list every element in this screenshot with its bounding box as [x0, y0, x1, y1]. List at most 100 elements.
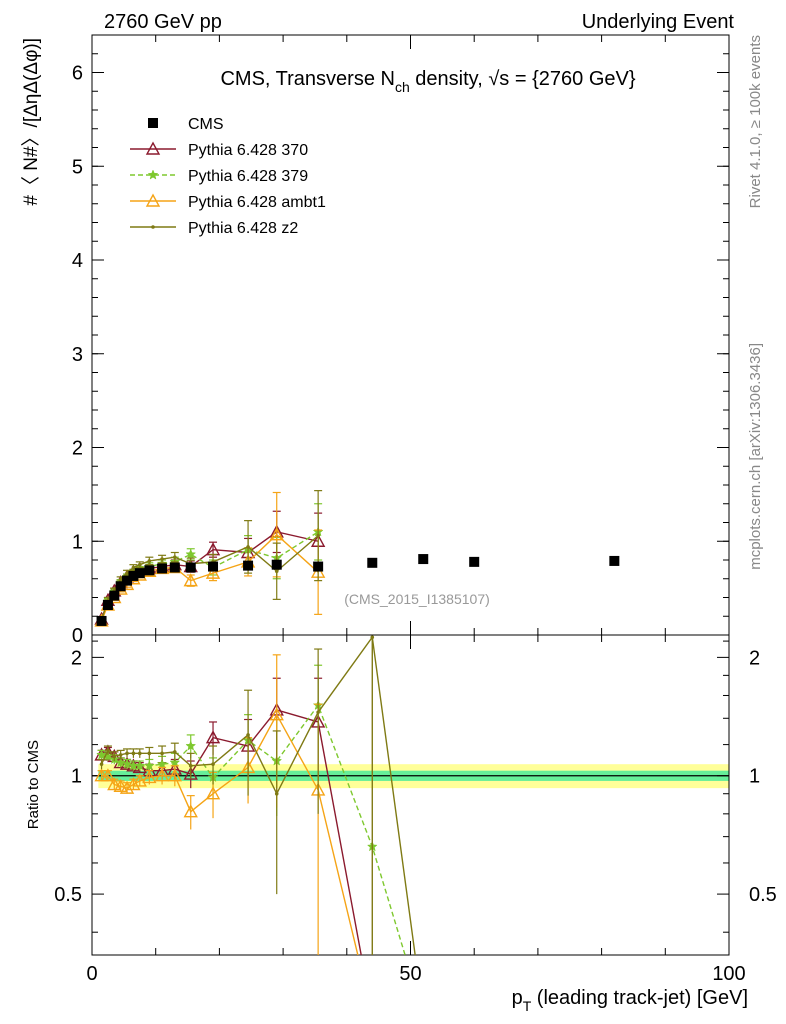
legend-item: Pythia 6.428 ambt1 — [130, 193, 326, 211]
ratio-point-p379 — [185, 740, 197, 751]
ratio-point-z2 — [173, 750, 177, 754]
data-point-z2 — [246, 545, 250, 549]
ratio-y-tick-label: 2 — [71, 647, 82, 669]
ratio-point-p379 — [121, 758, 133, 769]
y-tick-label: 1 — [72, 531, 83, 553]
ratio-point-ambt1 — [113, 778, 128, 792]
xlabel-tail: (leading track-jet) [GeV] — [531, 987, 748, 1009]
ratio-point-z2 — [125, 751, 129, 756]
data-point-ambt1 — [269, 527, 284, 541]
data-point-cms — [144, 565, 155, 576]
data-point-cms — [109, 590, 120, 601]
ratio-y-tick-label-right: 1 — [749, 766, 760, 788]
main-watermark-group: (CMS_2015_I1385107) — [344, 591, 490, 607]
ratio-point-z2 — [131, 751, 136, 756]
data-point-cms — [418, 554, 429, 565]
ratio-point-z2 — [188, 763, 193, 768]
ratio-point-p379 — [134, 760, 146, 771]
legend-item: Pythia 6.428 379 — [130, 168, 308, 185]
ratio-point-z2 — [118, 753, 123, 757]
legend-marker — [145, 141, 161, 155]
data-point-cms — [271, 559, 282, 570]
mcplots-label: mcplots.cern.ch [arXiv:1306.3436] — [747, 343, 764, 570]
data-point-z2 — [125, 571, 129, 575]
main-panel: 0 1 2 3 4 5 6 (CMS_2015_I1385107) CMS, Transve… — [72, 34, 730, 647]
ratio-series-z2 — [97, 635, 416, 955]
ratio-point-ambt1 — [100, 768, 116, 782]
ratio-point-p379 — [143, 760, 155, 771]
ratio-ylabel: Ratio to CMS — [25, 740, 42, 829]
legend-marker — [145, 193, 161, 207]
legend-item: CMS — [148, 116, 224, 133]
data-point-ambt1 — [183, 573, 198, 587]
ratio-series — [94, 635, 416, 955]
ratio-panel: 0.5 0.5 1 1 2 2 0 50 100 — [54, 634, 777, 985]
legend-item: Pythia 6.428 370 — [130, 141, 308, 159]
header-left: 2760 GeV pp — [104, 11, 222, 33]
ratio-point-ambt1 — [107, 777, 122, 791]
main-axis-ticks: 0 1 2 3 4 5 6 — [72, 35, 730, 647]
ratio-point-p370 — [132, 759, 147, 774]
watermark: (CMS_2015_I1385107) — [344, 591, 490, 607]
ratio-point-p379 — [156, 758, 168, 769]
ratio-point-p379 — [96, 749, 107, 760]
data-point-cms — [102, 600, 113, 610]
data-point-cms — [122, 575, 133, 586]
main-title: CMS, Transverse Nch density, √s = {2760 … — [220, 68, 635, 95]
xlabel-p: p — [512, 987, 523, 1009]
y-tick-label: 4 — [72, 250, 83, 272]
data-point-cms — [243, 560, 254, 571]
ratio-y-tick-label-right: 0.5 — [749, 884, 777, 906]
ratio-y-tick-label-right: 2 — [749, 647, 760, 669]
ratio-point-z2 — [147, 751, 152, 756]
ratio-point-p370 — [205, 730, 221, 744]
ratio-series-p379 — [96, 664, 406, 955]
ratio-point-ambt1 — [269, 707, 284, 721]
legend-label: Pythia 6.428 z2 — [188, 220, 298, 237]
series-cms — [96, 554, 620, 626]
ratio-point-z2 — [160, 751, 164, 756]
data-point-cms — [96, 615, 107, 626]
ratio-point-z2 — [106, 748, 110, 753]
ratio-band — [92, 764, 730, 789]
title-end: = {2760 GeV} — [509, 68, 636, 90]
ratio-axis-ticks: 0.5 0.5 1 1 2 2 0 50 100 — [54, 635, 777, 985]
data-point-cms — [134, 568, 145, 579]
data-point-z2 — [131, 565, 136, 570]
ratio-frame — [91, 634, 730, 956]
ratio-point-p379 — [169, 756, 181, 768]
legend-label: Pythia 6.428 370 — [188, 142, 308, 159]
legend-label: CMS — [188, 116, 224, 133]
ratio-point-ambt1 — [142, 769, 157, 784]
ratio-point-ambt1 — [126, 777, 141, 791]
data-point-cms — [469, 556, 480, 567]
main-ylabel: #〈 N#〉/[ΔηΔ(Δφ)] — [20, 38, 42, 206]
legend-marker — [147, 169, 159, 180]
data-point-cms — [185, 562, 196, 573]
chart-title: CMS, Transverse Nch density, √s = {2760 … — [220, 68, 635, 95]
data-point-cms — [313, 561, 324, 572]
ratio-point-ambt1 — [154, 768, 170, 782]
legend-label: Pythia 6.428 379 — [188, 168, 308, 185]
ratio-point-z2 — [274, 791, 279, 796]
ratio-point-z2 — [99, 762, 104, 766]
ratio-point-z2 — [112, 754, 117, 759]
main-series — [94, 490, 620, 627]
data-point-z2 — [173, 555, 177, 559]
data-point-cms — [128, 570, 139, 581]
x-tick-label: 50 — [399, 963, 421, 985]
rivet-label: Rivet 4.1.0, ≥ 100k events — [747, 35, 764, 208]
ratio-point-z2 — [246, 733, 250, 737]
data-point-cms — [208, 561, 219, 572]
data-point-cms — [169, 562, 180, 573]
legend-marker — [151, 225, 155, 229]
ratio-line-p370 — [101, 709, 362, 955]
title-subscript: ch — [395, 79, 410, 95]
ratio-point-ambt1 — [183, 804, 198, 818]
title-main: CMS, Transverse N — [220, 68, 394, 90]
y-tick-label: 2 — [72, 438, 83, 460]
ratio-y-tick-label: 1 — [71, 766, 82, 788]
data-point-cms — [157, 563, 168, 574]
legend: CMS Pythia 6.428 370 Pythia 6.428 379 Pythi… — [130, 116, 326, 237]
